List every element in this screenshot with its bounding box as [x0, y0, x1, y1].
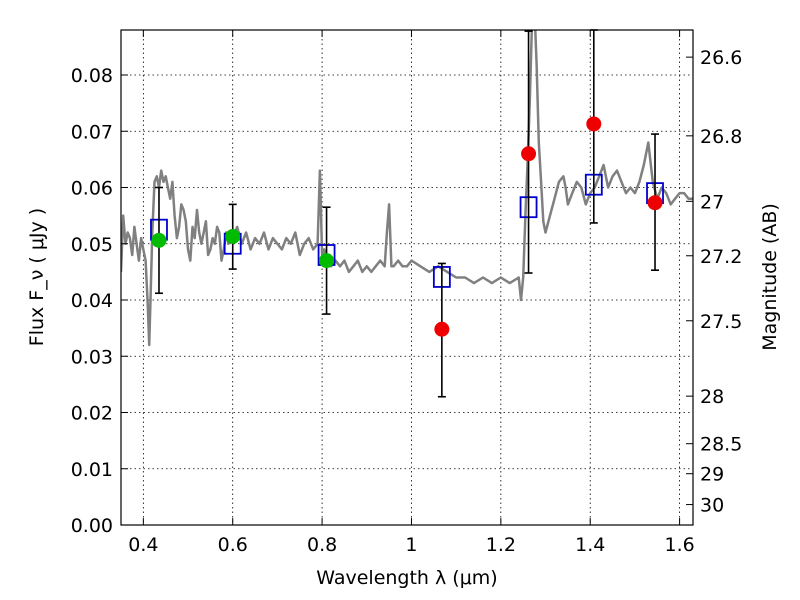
y-tick-label: 0.08: [71, 65, 113, 87]
y-tick-label: 0.05: [71, 234, 113, 256]
y-tick-label: 0.03: [71, 346, 113, 368]
right-tick-label: 27: [700, 191, 724, 213]
ticks: 0.4 0.6 0.8 1 1.2 1.4 1.6 0.00 0.01 0.02 0.03 0.04 0…: [71, 30, 742, 556]
right-axis-label: Magnitude (AB): [759, 203, 781, 351]
x-tick-label: 1.4: [575, 534, 605, 556]
hst-photometry-point: [434, 321, 450, 337]
y-tick-label: 0.00: [71, 515, 113, 537]
right-tick-label: 26.6: [700, 47, 742, 69]
x-axis-label: Wavelength λ (μm): [316, 567, 497, 589]
hst-photometry-point: [586, 116, 602, 132]
x-tick-label: 1.6: [664, 534, 694, 556]
ground-photometry-point: [225, 228, 241, 244]
right-tick-label: 28: [700, 386, 724, 408]
y-tick-label: 0.01: [71, 459, 113, 481]
right-tick-label: 28.5: [700, 434, 742, 456]
x-tick-label: 0.4: [128, 534, 158, 556]
y-tick-label: 0.06: [71, 178, 113, 200]
ground-photometry-point: [151, 232, 167, 248]
x-tick-label: 1.2: [486, 534, 516, 556]
hst-photometry-point: [521, 146, 537, 162]
x-tick-label: 0.8: [307, 534, 337, 556]
right-tick-label: 30: [700, 495, 724, 517]
plot-frame: [120, 29, 694, 526]
right-tick-label: 26.8: [700, 126, 742, 148]
hst-photometry-point: [647, 195, 663, 211]
y-tick-label: 0.04: [71, 290, 113, 312]
x-tick-label: 0.6: [218, 534, 248, 556]
y-tick-label: 0.07: [71, 121, 113, 143]
right-tick-label: 27.2: [700, 246, 742, 268]
right-tick-label: 29: [700, 464, 724, 486]
model-spectrum-line: [121, 30, 693, 347]
ground-photometry-point: [319, 253, 335, 269]
x-tick-label: 1: [405, 534, 417, 556]
grid: [121, 30, 693, 526]
y-axis-label: Flux F_ν ( μJy ): [26, 208, 48, 346]
markers: [150, 29, 664, 398]
plot-area: [121, 30, 693, 347]
y-tick-label: 0.02: [71, 403, 113, 425]
right-tick-label: 27.5: [700, 311, 742, 333]
